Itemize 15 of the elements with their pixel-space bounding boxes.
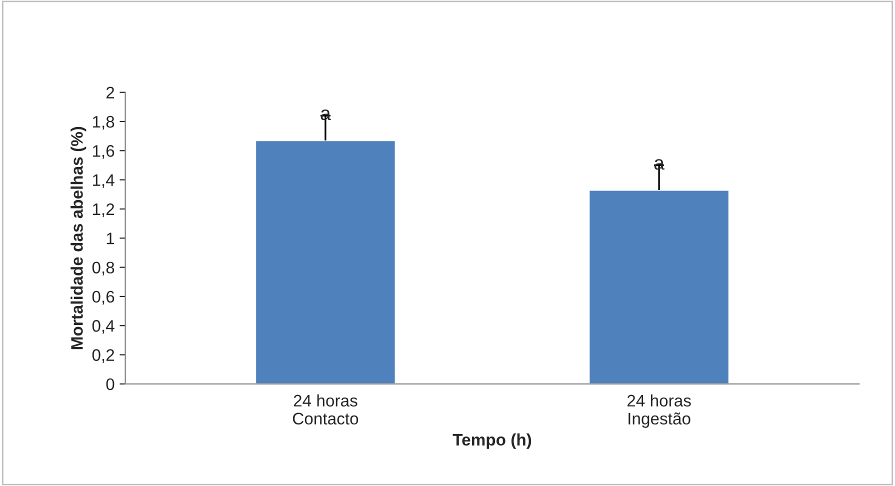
y-tick-label: 0,4 [92,320,114,334]
y-tick-label: 1,4 [92,174,114,188]
y-tick-label: 1 [106,232,114,244]
y-tick-label: 0,6 [92,290,114,305]
x-tick-label: 24 horas Ingestão [627,394,691,428]
y-tick-label: 0 [106,378,114,390]
y-tick-label: 0,2 [92,349,114,363]
x-tick-label: 24 horas Contacto [292,394,358,425]
y-axis-title: Mortalidade das abelhas (%) [70,126,86,350]
y-tick-label: 1,8 [92,116,114,130]
y-tick-label: 1,2 [92,203,114,218]
y-tick-label: 0,8 [92,262,114,276]
y-tick-label: 2 [106,86,114,98]
x-axis-title: Tempo (h) [452,433,532,449]
y-tick-label: 1,6 [92,145,114,159]
